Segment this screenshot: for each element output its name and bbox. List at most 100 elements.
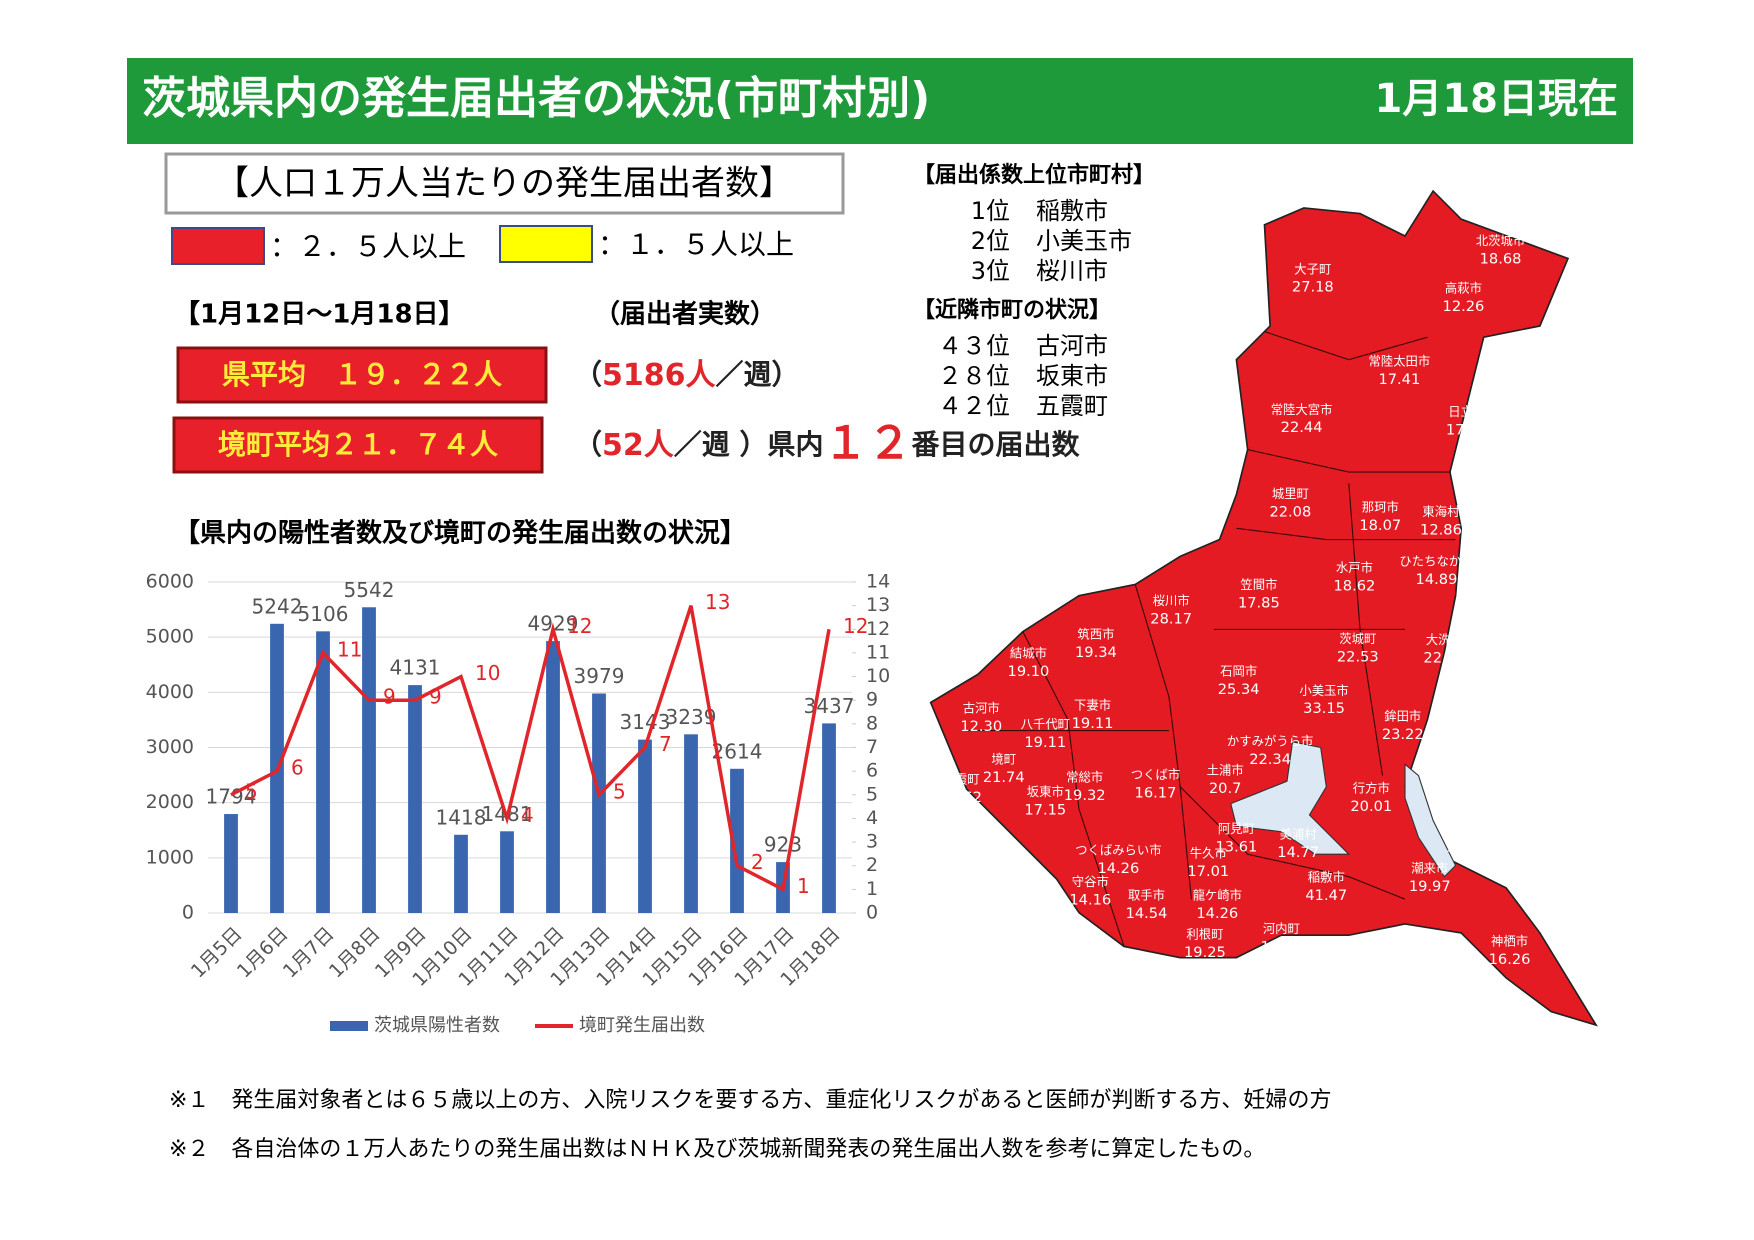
neighbors-name: 古河市 [1036,332,1108,360]
municipality-name: 古河市 [963,701,1000,716]
stat-count: 5186人 [602,358,716,393]
bar-value-label: 3437 [804,694,855,718]
stat-box-text: 境町平均２１．７４人 [218,428,498,461]
prefecture-shape [929,189,1598,1027]
municipality-value: 23.22 [1382,726,1424,743]
municipality-name: 茨城町 [1339,632,1376,646]
bar-value-label: 1418 [436,805,487,829]
municipality-name: 坂東市 [1027,784,1064,799]
stat-open: （ [574,428,602,461]
municipality-name: 日立市 [1448,404,1485,419]
bar [454,834,468,913]
bar-value-label: 2614 [712,739,763,763]
y2-tick-label: 6 [866,760,878,782]
neighbors-rank: ２８位 [938,362,1010,390]
line-value-label: 5 [245,779,258,803]
stat-suffix: 番目の届出数 [912,428,1081,461]
municipality-value: 17.01 [1187,863,1229,880]
municipality-value: 18.68 [1480,251,1522,268]
y2-tick-label: 10 [866,665,890,687]
municipality-value: 21.74 [983,769,1025,786]
bar-value-label: 1794 [206,785,257,809]
neighbors-rank: ４３位 [938,332,1010,360]
line-value-label: 12 [843,614,868,638]
boundary [1247,449,1450,473]
municipality-value: 14.16 [1069,891,1111,908]
bar-value-label: 3143 [620,710,671,734]
municipality-name: 神栖市 [1491,933,1528,948]
y2-tick-label: 14 [866,571,890,593]
y-tick-label: 6000 [146,571,194,593]
municipality-value: 15.26 [1260,939,1302,956]
bar-value-label: 5542 [344,578,395,602]
boundary [1134,584,1192,900]
municipality-name: 取手市 [1128,887,1165,902]
municipality-value: 12.30 [960,718,1002,735]
municipality-name: 稲敷市 [1308,869,1345,884]
x-tick-label: 1月8日 [325,923,385,983]
municipality-name: 土浦市 [1207,763,1244,778]
municipality-name: 美浦村 [1280,828,1317,842]
subtitle: 【人口１万人当たりの発生届出者数】 [215,164,793,204]
municipality-value: 17.85 [1238,595,1280,612]
bar [638,739,652,913]
stat-detail: （52人／週 ）県内１２番目の届出数 [574,418,1081,469]
municipality-name: 石岡市 [1220,664,1257,679]
y2-tick-label: 3 [866,831,878,853]
stat-box [176,346,548,404]
municipality-name: つくば市 [1131,767,1180,782]
neighbors-name: 五霞町 [1036,392,1108,420]
municipality-name: 笠間市 [1240,577,1277,592]
line-value-label: 12 [567,614,592,638]
header-title: 茨城県内の発生届出者の状況(市町村別) [142,73,930,124]
municipality-value: 12.86 [1420,522,1462,539]
municipality-name: 行方市 [1353,781,1390,796]
bar-value-label: 4131 [390,656,441,680]
lake [1404,763,1457,878]
x-tick-label: 1月5日 [187,923,247,983]
stat-box-text: 県平均 １９．２２人 [222,358,502,391]
y-tick-label: 1000 [146,846,194,868]
line-value-label: 2 [751,850,764,874]
legend-label: 茨城県陽性者数 [374,1015,500,1036]
stat-rank: １２ [824,418,912,469]
neighbors-name: 坂東市 [1036,362,1108,390]
y2-tick-label: 13 [866,594,890,616]
bar [592,693,606,913]
municipality-name: 北茨城市 [1476,233,1525,248]
municipality-name: 阿見町 [1218,822,1255,836]
stat-box [172,416,544,474]
stat-open: （ [574,358,602,391]
municipality-name: 利根町 [1186,928,1223,942]
stat-detail: （5186人／週） [574,358,800,393]
municipality-name: 那珂市 [1362,500,1399,515]
municipality-value: 27.18 [1292,279,1334,296]
line-value-label: 10 [475,661,500,685]
bar [684,734,698,913]
line-value-label: 1 [797,874,810,898]
municipality-value: 22.33 [1423,650,1465,667]
bar [316,631,330,913]
municipality-value: 12.62 [940,789,982,806]
municipality-value: 22.34 [1249,751,1291,768]
municipality-name: 鹿嶋市 [1448,821,1485,836]
municipality-name: 結城市 [1010,646,1047,661]
municipality-value: 14.26 [1097,860,1139,877]
municipality-name: 常総市 [1066,769,1103,784]
municipality-value: 25.34 [1218,681,1260,698]
municipality-value: 16.26 [1489,951,1531,968]
municipality-name: 高萩市 [1445,280,1482,295]
municipality-value: 14.89 [1416,571,1458,588]
municipality-name: 鉾田市 [1384,709,1421,724]
municipality-name: 龍ケ崎市 [1193,887,1242,902]
municipality-name: つくばみらい市 [1075,842,1162,857]
header-bar [127,58,1633,144]
line-value-label: 6 [291,756,304,780]
ranking-name: 桜川市 [1036,257,1108,285]
bar [500,831,514,913]
municipality-name: 大洗町 [1426,633,1463,647]
bar-value-label: 923 [764,833,802,857]
bar [546,641,560,913]
municipality-value: 19.32 [1064,787,1106,804]
legend-swatch [171,227,265,265]
